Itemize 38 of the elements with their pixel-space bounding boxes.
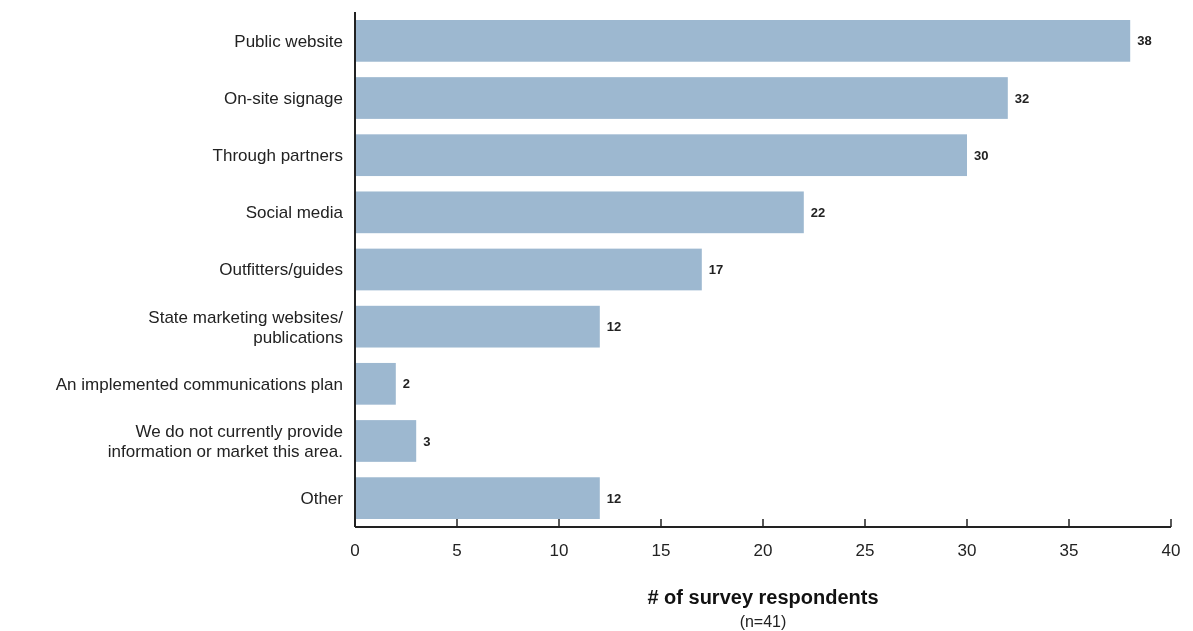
y-tick-label: Other (300, 489, 344, 509)
bar (355, 420, 417, 462)
y-tick-label: On-site signage (223, 88, 343, 108)
x-tick-label: 20 (753, 541, 773, 560)
y-tick-label: State marketing websites/ publications (148, 307, 344, 347)
y-tick-label: An implemented communications plan (55, 374, 343, 394)
x-axis-title: # of survey respondents (647, 586, 879, 608)
y-tick-label: We do not currently provide information or market this area. (107, 421, 343, 461)
bar (355, 477, 600, 519)
y-tick-label: Through partners (212, 146, 343, 166)
data-label: 38 (1137, 33, 1152, 49)
bar (355, 77, 1008, 119)
text: (n=41) (739, 613, 787, 630)
x-tick-label: 10 (549, 541, 569, 560)
bar (355, 191, 804, 234)
bar (355, 20, 1131, 62)
data-label: 3 (423, 433, 431, 449)
data-label: 17 (708, 262, 724, 278)
data-label: 2 (402, 376, 411, 392)
data-label: 12 (606, 319, 622, 335)
x-tick-label: 5 (452, 541, 462, 560)
x-tick-label: 30 (957, 541, 977, 560)
bar (355, 305, 600, 348)
data-label: 32 (1014, 90, 1030, 106)
x-tick-label: 15 (651, 541, 671, 560)
data-label: 22 (810, 204, 826, 220)
y-tick-label: Social media (245, 203, 344, 223)
data-label: 12 (606, 490, 622, 506)
bar (355, 134, 967, 177)
bar (355, 362, 396, 405)
y-tick-label: Public website (234, 31, 343, 51)
y-tick-label: Outfitters/guides (219, 260, 343, 280)
data-label: 30 (974, 147, 989, 163)
x-tick-label: 35 (1059, 541, 1079, 560)
bar (355, 248, 702, 291)
x-tick-label: 40 (1161, 541, 1181, 560)
x-tick-label: 0 (350, 541, 360, 560)
x-tick-label: 25 (855, 541, 875, 560)
